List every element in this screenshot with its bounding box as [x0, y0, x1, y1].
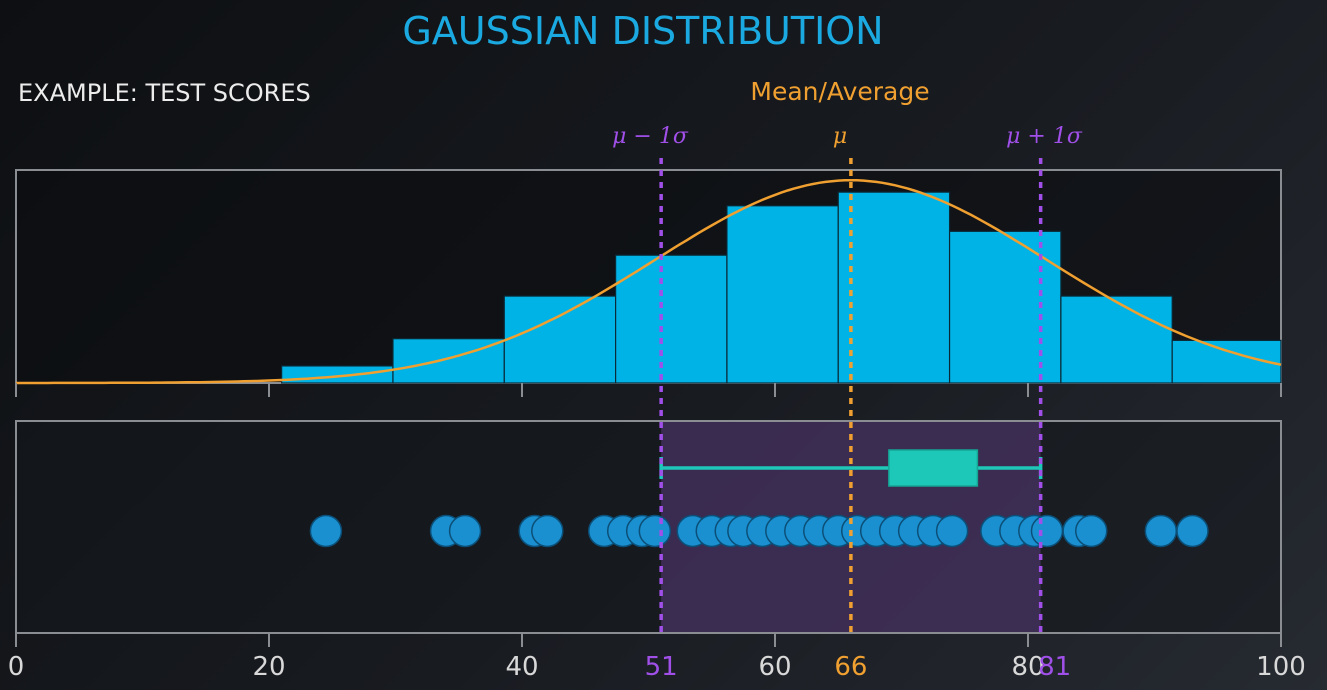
x-tick-label: 60 [758, 652, 791, 682]
boxplot-box [888, 449, 979, 487]
histogram-bar [1060, 295, 1173, 384]
upper-sigma-value-label: 81 [1038, 652, 1071, 682]
histogram-bar [615, 254, 728, 384]
score-point [448, 514, 482, 548]
score-point [638, 514, 672, 548]
mean-symbol-label: μ [833, 124, 847, 149]
mean-annotation: Mean/Average [750, 77, 929, 106]
histogram-bar [837, 191, 951, 384]
score-point [309, 514, 343, 548]
score-point [531, 514, 564, 548]
chart-subtitle: EXAMPLE: TEST SCORES [18, 79, 311, 107]
chart-title: GAUSSIAN DISTRIBUTION [402, 9, 883, 53]
histogram-bar [281, 365, 394, 384]
score-point [1176, 514, 1209, 548]
x-tick-label: 80 [1011, 652, 1044, 682]
upper-sigma-label: μ + 1σ [1006, 124, 1083, 149]
x-tick-label: 40 [505, 652, 538, 682]
score-point [1030, 514, 1064, 548]
histogram-bar [503, 295, 617, 384]
score-point [1075, 514, 1108, 548]
histogram-bar [726, 205, 839, 384]
score-point [935, 514, 969, 548]
lower-sigma-label: μ − 1σ [612, 124, 689, 149]
mean-value-label: 66 [834, 652, 867, 682]
lower-sigma-value-label: 51 [645, 652, 678, 682]
score-point [1144, 514, 1178, 548]
x-tick-label: 100 [1256, 652, 1306, 682]
x-tick-label: 0 [8, 652, 25, 682]
histogram-bar [948, 230, 1062, 384]
gaussian-curve [16, 178, 1282, 385]
x-tick-label: 20 [252, 652, 285, 682]
